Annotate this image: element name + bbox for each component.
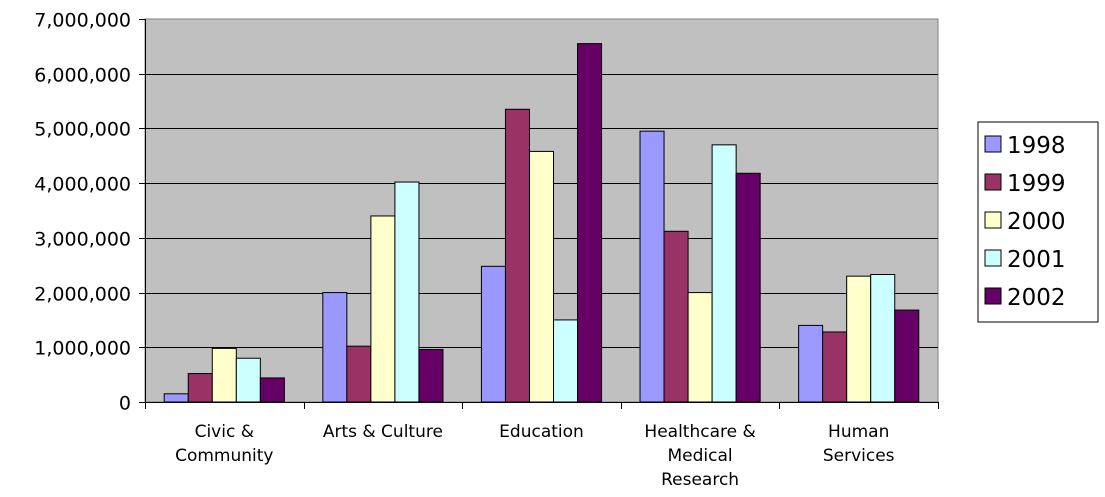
bar-2002-3 xyxy=(735,172,761,403)
axes xyxy=(139,19,939,409)
legend-swatch-1998 xyxy=(984,135,1002,153)
bar-1999-0 xyxy=(187,373,213,403)
category-label: Education xyxy=(499,422,584,442)
category-label: Civic & Community xyxy=(175,422,273,466)
bar-1999-1 xyxy=(346,345,372,403)
legend-label-2000: 2000 xyxy=(1007,209,1066,235)
bars xyxy=(163,43,920,403)
bar-1999-4 xyxy=(822,331,848,403)
bar-1999-2 xyxy=(504,108,530,403)
y-tick-label: 5,000,000 xyxy=(34,119,131,141)
legend-label-2002: 2002 xyxy=(1007,285,1066,311)
y-tick-label: 3,000,000 xyxy=(34,229,131,251)
y-tick-label: 4,000,000 xyxy=(34,174,131,196)
bar-2001-4 xyxy=(870,274,896,403)
bar-2002-0 xyxy=(259,377,285,403)
bar-1998-4 xyxy=(798,324,824,403)
y-tick-label: 7,000,000 xyxy=(34,10,131,32)
y-tick-label: 2,000,000 xyxy=(34,284,131,306)
legend-label-1998: 1998 xyxy=(1007,133,1066,159)
bar-1998-3 xyxy=(639,130,665,403)
bar-2000-4 xyxy=(846,275,872,403)
legend-label-2001: 2001 xyxy=(1007,247,1066,273)
bar-1998-0 xyxy=(163,393,189,403)
y-tick-label: 1,000,000 xyxy=(34,338,131,360)
bar-2001-1 xyxy=(394,181,420,403)
bar-1998-2 xyxy=(480,265,506,403)
bar-2000-0 xyxy=(211,347,237,403)
y-tick-label: 0 xyxy=(119,393,131,415)
legend-label-1999: 1999 xyxy=(1007,171,1066,197)
x-axis-category-labels: Civic & Community Arts & Culture Education H… xyxy=(175,422,895,490)
bar-2000-3 xyxy=(687,292,713,403)
y-axis-tick-labels: 0 1,000,000 2,000,000 3,000,000 4,000,000 5,0… xyxy=(34,10,131,415)
legend-swatch-1999 xyxy=(984,173,1002,191)
bar-2000-2 xyxy=(528,150,555,403)
bar-2001-2 xyxy=(553,319,579,403)
bar-2000-1 xyxy=(370,215,396,403)
bar-2001-0 xyxy=(235,357,261,403)
legend-swatch-2001 xyxy=(984,249,1002,267)
legend: 1998 1999 2000 2001 2002 xyxy=(977,121,1099,323)
legend-swatch-2002 xyxy=(984,287,1002,305)
y-tick-label: 6,000,000 xyxy=(34,65,131,87)
bar-2002-4 xyxy=(894,309,920,403)
category-label: Healthcare & Medical Research xyxy=(644,422,755,490)
bar-1999-3 xyxy=(663,230,689,403)
legend-swatch-2000 xyxy=(984,211,1002,229)
category-label: Human Services xyxy=(823,422,895,466)
bar-2001-3 xyxy=(711,144,737,403)
bar-2002-1 xyxy=(418,348,444,403)
bar-1998-1 xyxy=(322,292,348,403)
category-label: Arts & Culture xyxy=(323,422,443,442)
bar-2002-2 xyxy=(577,43,603,403)
